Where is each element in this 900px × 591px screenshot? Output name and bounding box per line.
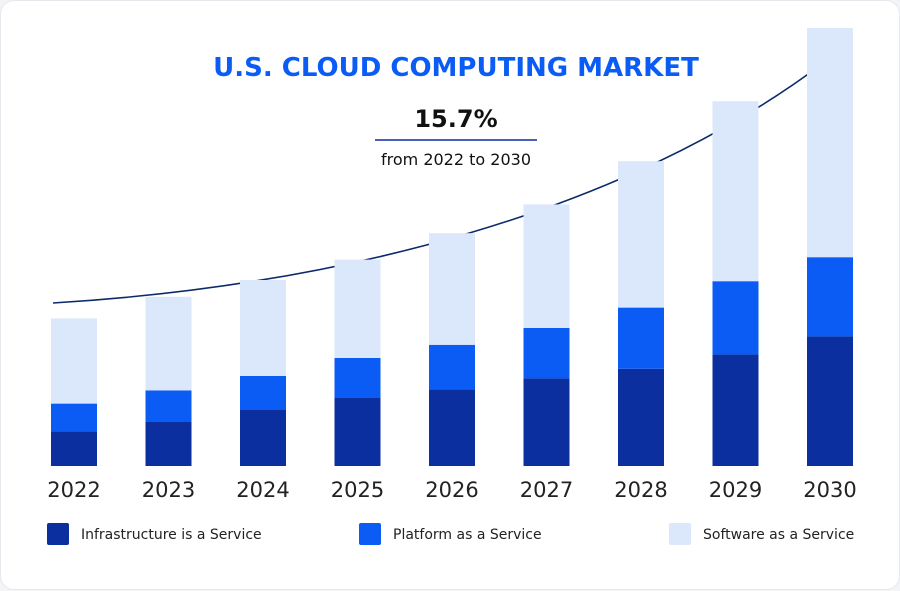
bar-2029-segment-1 <box>712 354 759 466</box>
x-tick-label: 2026 <box>425 478 478 502</box>
bar-2028-segment-1 <box>618 368 664 466</box>
bar-2027-segment-2 <box>523 328 570 379</box>
bar-2023-segment-3 <box>145 296 192 391</box>
bar-2026-segment-3 <box>429 233 475 345</box>
bar-2024-segment-2 <box>240 376 286 410</box>
bar-2022-segment-2 <box>51 403 97 432</box>
bar-2030-segment-2 <box>807 257 853 337</box>
bar-2028-segment-2 <box>618 307 664 369</box>
bar-2025-segment-3 <box>334 259 381 358</box>
bar-2024-segment-1 <box>240 409 286 466</box>
bar-2023-segment-1 <box>145 421 192 466</box>
bar-2023-segment-2 <box>145 390 192 422</box>
bars <box>51 28 853 466</box>
legend-label-2: Platform as a Service <box>393 527 542 543</box>
chart-title: U.S. CLOUD COMPUTING MARKET <box>213 53 699 83</box>
bar-2022-segment-3 <box>51 318 97 404</box>
cagr-period: from 2022 to 2030 <box>381 150 531 169</box>
bar-2025-segment-2 <box>334 358 381 398</box>
bar-2029-segment-3 <box>712 101 759 282</box>
bar-2024-segment-3 <box>240 280 286 376</box>
bar-2026-segment-1 <box>429 389 475 466</box>
x-tick-label: 2022 <box>47 478 100 502</box>
legend: Infrastructure is a Service Platform as a… <box>47 523 854 545</box>
bar-2030-segment-1 <box>807 336 853 466</box>
x-tick-label: 2029 <box>709 478 762 502</box>
bar-2027-segment-1 <box>523 378 570 466</box>
x-tick-label: 2023 <box>142 478 195 502</box>
x-tick-label: 2024 <box>236 478 289 502</box>
bar-2027-segment-3 <box>523 204 570 328</box>
x-tick-label: 2025 <box>331 478 384 502</box>
x-tick-label: 2028 <box>614 478 667 502</box>
x-tick-label: 2030 <box>803 478 856 502</box>
cagr-value: 15.7% <box>414 105 497 133</box>
legend-label-3: Software as a Service <box>703 527 854 543</box>
bar-2025-segment-1 <box>334 397 381 466</box>
bar-2022-segment-1 <box>51 431 97 466</box>
legend-swatch-1 <box>47 523 69 545</box>
legend-label-1: Infrastructure is a Service <box>81 527 262 543</box>
x-axis-labels: 2022 2023 2024 2025 2026 2027 2028 2029 2030 <box>47 478 856 502</box>
x-tick-label: 2027 <box>520 478 573 502</box>
legend-swatch-2 <box>359 523 381 545</box>
legend-swatch-3 <box>669 523 691 545</box>
bar-2026-segment-2 <box>429 344 475 390</box>
bar-2028-segment-3 <box>618 161 664 308</box>
bar-2029-segment-2 <box>712 281 759 355</box>
bar-2030-segment-3 <box>807 28 853 258</box>
